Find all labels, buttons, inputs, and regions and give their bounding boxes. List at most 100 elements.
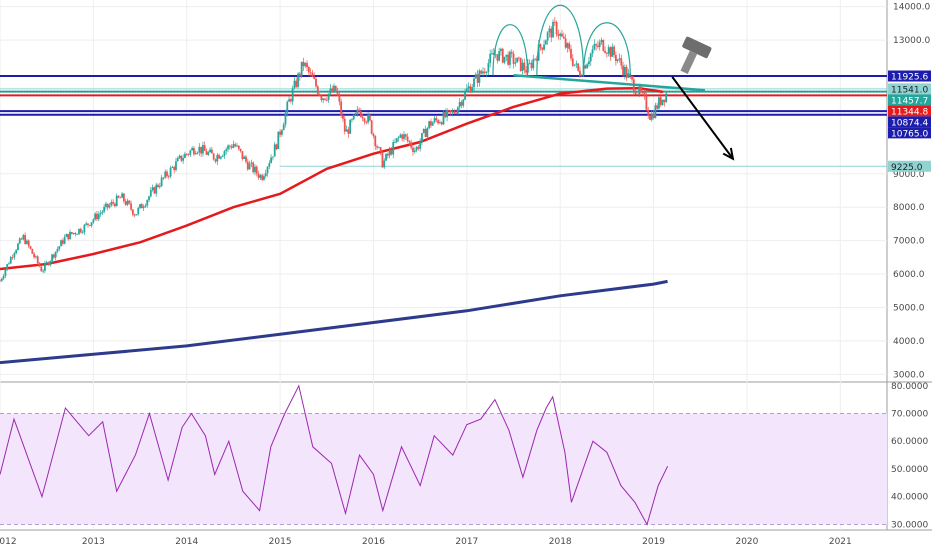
candle-body <box>336 90 339 96</box>
candle-body <box>509 51 511 65</box>
candle-body <box>525 70 527 73</box>
candle-body <box>273 144 276 157</box>
projection-arrow-head <box>722 147 735 161</box>
candle-body <box>555 21 558 35</box>
candle-body <box>225 149 228 152</box>
candle-body <box>329 88 332 94</box>
candle-body <box>512 53 515 64</box>
price-tick-label: 7000.0 <box>893 237 925 247</box>
candle-body <box>36 256 39 264</box>
candle-body <box>605 52 608 54</box>
candle-body <box>534 58 536 60</box>
head-shoulders-pattern[interactable] <box>492 4 631 76</box>
candle-body <box>65 233 68 237</box>
candle-body <box>149 190 152 197</box>
candle-body <box>31 248 34 254</box>
candle-body <box>370 120 373 134</box>
candle-body <box>568 43 571 49</box>
candle-body <box>446 109 448 118</box>
candle-body <box>144 205 147 207</box>
candle-body <box>661 99 664 105</box>
candle-body <box>189 150 192 155</box>
candle-body <box>316 86 319 94</box>
candle-body <box>421 132 423 142</box>
candle-body <box>401 134 404 139</box>
rsi-tick-label: 40.0000 <box>891 493 928 503</box>
time-tick-label: 2017 <box>455 537 478 547</box>
candle-body <box>112 202 115 204</box>
candle-body <box>322 98 325 101</box>
candle-body <box>255 166 258 174</box>
candle-body <box>54 251 57 258</box>
rsi-tick-label: 70.0000 <box>891 410 928 420</box>
candle-body <box>352 114 355 120</box>
candle-body <box>148 196 150 201</box>
rsi-band-fill <box>0 413 887 525</box>
candle-body <box>92 219 95 223</box>
horizontal-levels[interactable] <box>0 75 887 167</box>
gavel-handle <box>680 50 698 75</box>
candle-body <box>622 65 624 76</box>
candle-body <box>462 99 465 106</box>
candle-body <box>410 142 413 148</box>
candle-body <box>11 257 14 258</box>
candle-body <box>483 71 486 73</box>
candle-body <box>35 256 37 258</box>
candle-body <box>456 107 459 114</box>
candle-body <box>239 148 242 152</box>
candle-body <box>501 48 504 63</box>
candle-body <box>203 145 206 151</box>
price-tick-label: 14000.0 <box>893 3 930 13</box>
candle-body <box>58 246 61 249</box>
candle-body <box>361 116 364 119</box>
candle-body <box>142 206 145 209</box>
candle-body <box>259 175 262 178</box>
candle-body <box>652 113 655 119</box>
candle-body <box>404 134 407 137</box>
candle-body <box>363 118 366 122</box>
candle-body <box>130 203 132 210</box>
candle-body <box>665 93 668 103</box>
drawings[interactable] <box>513 36 735 161</box>
candle-body <box>611 46 614 57</box>
candle-body <box>474 74 477 79</box>
candle-body <box>257 173 260 178</box>
candle-body <box>406 136 409 141</box>
candle-body <box>146 200 149 206</box>
price-tick-label: 3000.0 <box>893 370 925 380</box>
candle-body <box>521 62 524 71</box>
candle-body <box>649 115 651 120</box>
candle-body <box>616 59 619 61</box>
candle-body <box>81 232 84 234</box>
candle-body <box>591 49 594 54</box>
candle-body <box>196 152 199 154</box>
ma-long-line <box>0 86 664 271</box>
candle-body <box>17 243 19 251</box>
candle-body <box>553 21 556 23</box>
price-tag-label: 9225.0 <box>891 163 923 173</box>
candle-body <box>286 101 289 113</box>
time-tick-label: 2015 <box>269 537 292 547</box>
candle-body <box>9 257 12 264</box>
candle-body <box>279 131 282 135</box>
axes: 3000.0 4000.0 5000.0 6000.0 7000.0 8000.0 9000… <box>0 3 930 547</box>
candle-body <box>537 44 540 61</box>
candle-body <box>0 280 1 282</box>
candle-body <box>4 269 7 276</box>
candle-body <box>270 157 273 164</box>
candle-body <box>491 53 493 54</box>
candle-body <box>469 86 472 93</box>
candle-body <box>561 33 563 37</box>
candle-body <box>228 145 231 147</box>
candle-body <box>381 151 384 168</box>
candle-body <box>505 54 508 57</box>
candle-body <box>399 134 402 138</box>
candle-body <box>96 213 98 220</box>
candle-body <box>193 148 195 155</box>
candle-body <box>580 75 583 77</box>
candle-body <box>288 99 290 102</box>
candle-body <box>575 63 578 65</box>
price-tag-bg <box>888 70 931 82</box>
candle-body <box>78 228 80 235</box>
candle-body <box>614 55 617 61</box>
